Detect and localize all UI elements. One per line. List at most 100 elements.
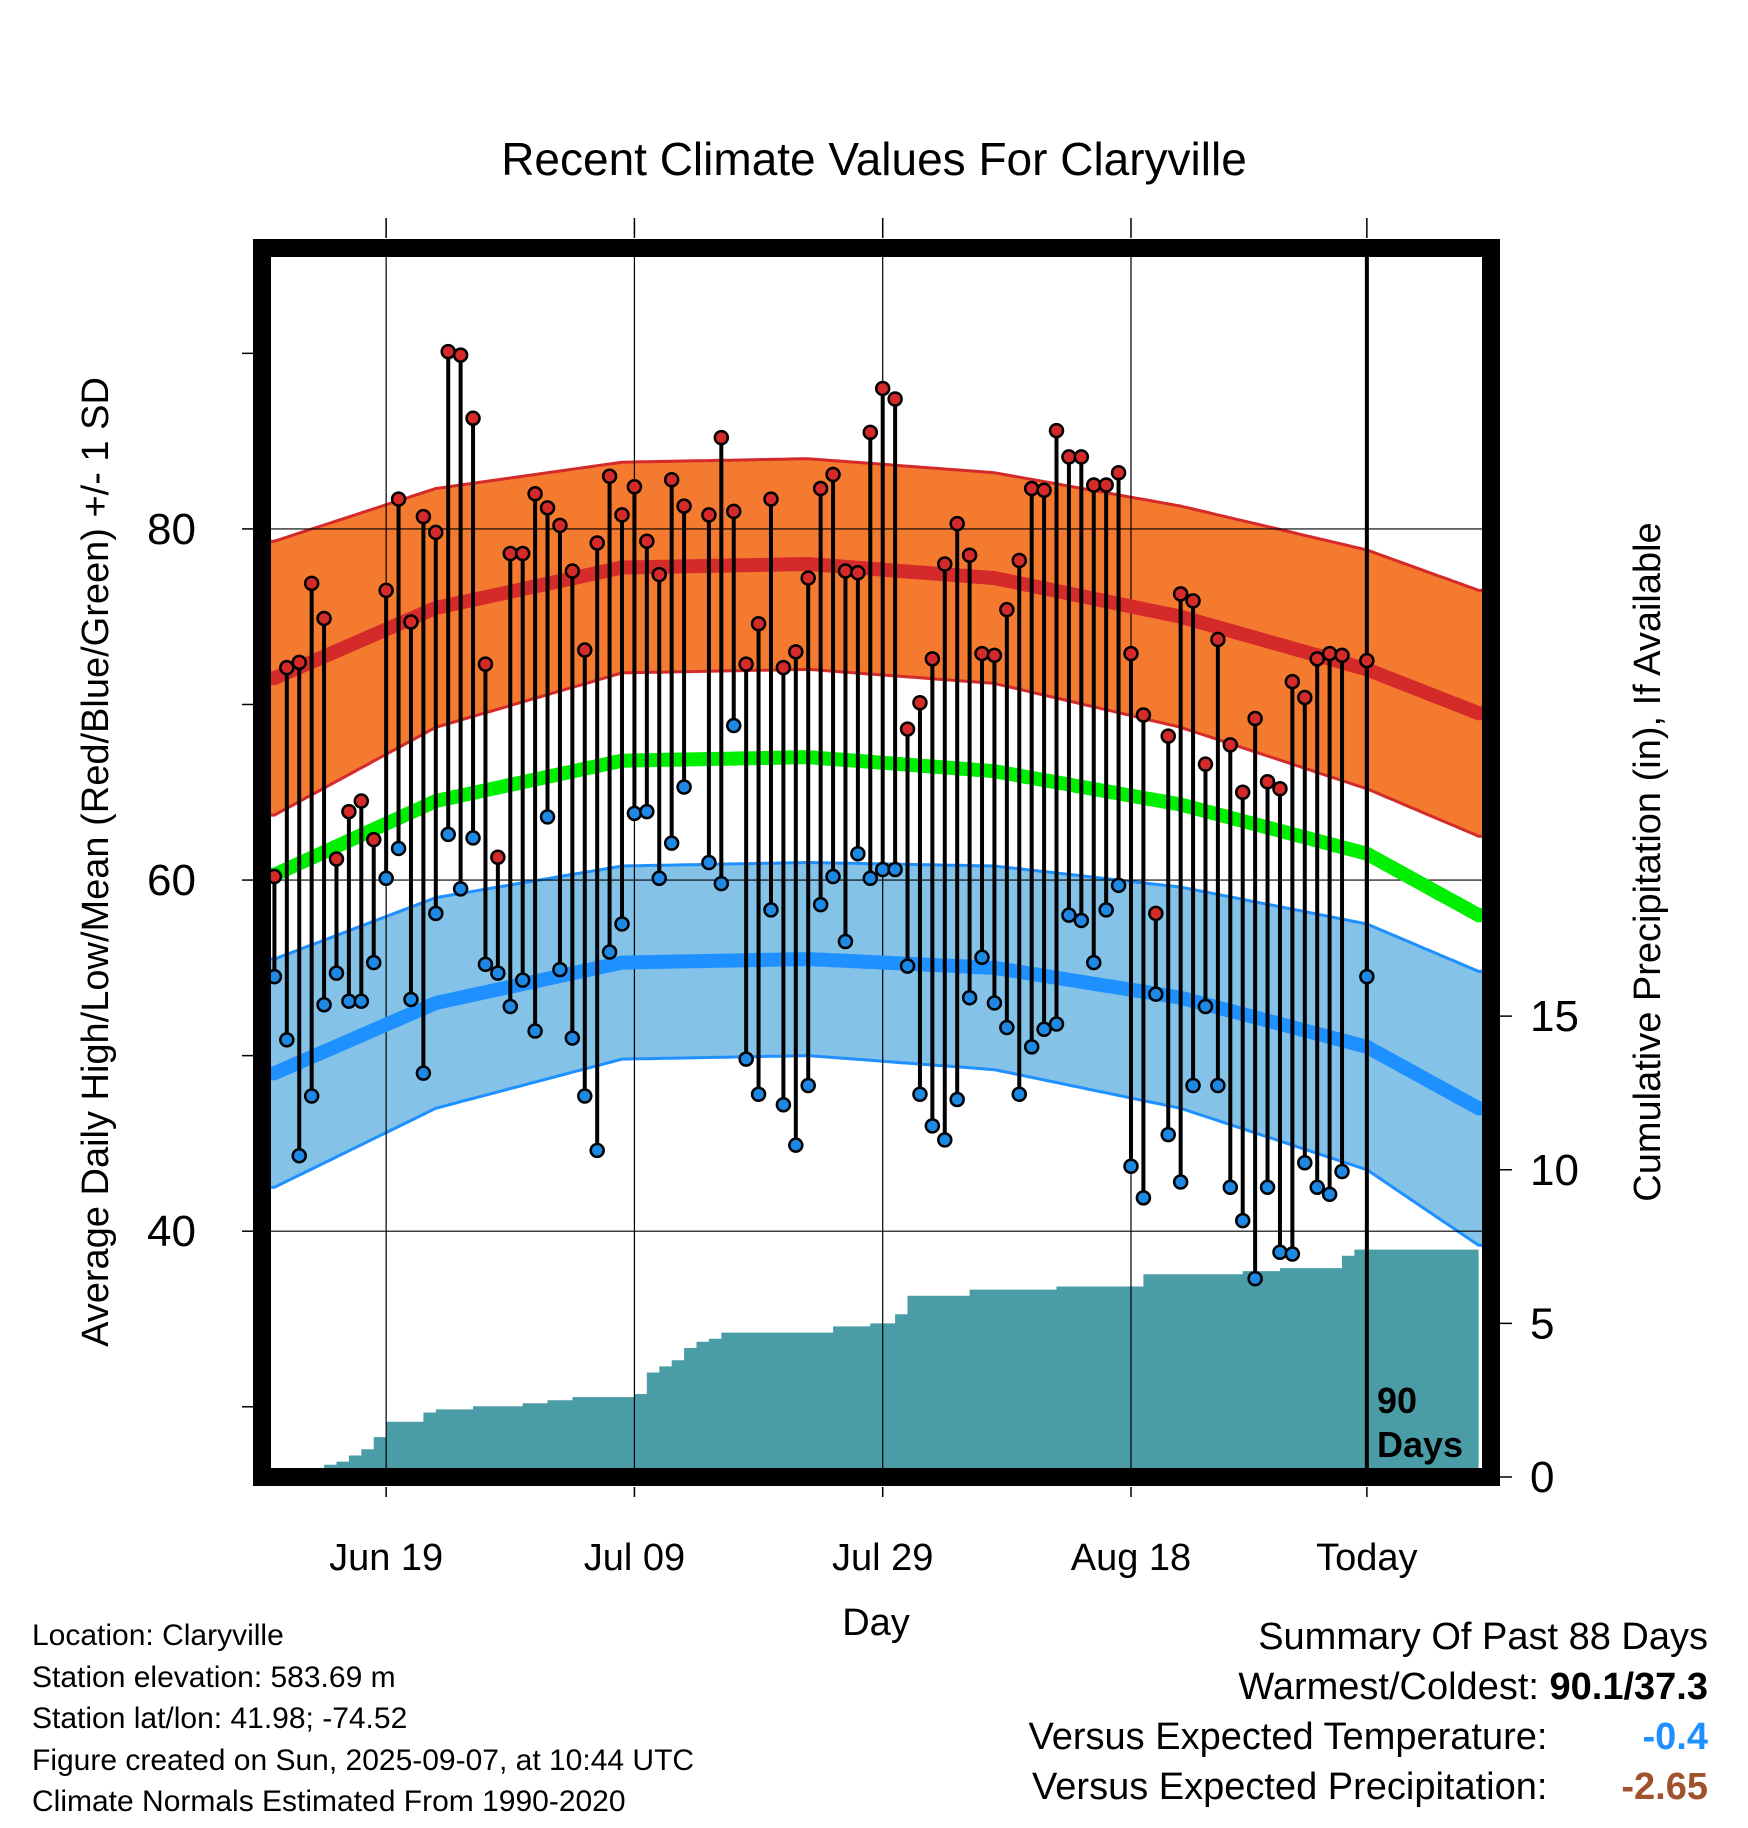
obs-low-point <box>428 905 444 922</box>
summary-warmest-coldest: Warmest/Coldest: 90.1/37.3 <box>1029 1662 1708 1712</box>
obs-low-point <box>1284 1246 1301 1262</box>
obs-high-point <box>490 849 506 865</box>
obs-low-point <box>440 826 456 843</box>
obs-high-point <box>1172 586 1189 602</box>
obs-high-point <box>1222 737 1239 753</box>
obs-low-point <box>1334 1163 1350 1180</box>
obs-low-point <box>1172 1174 1189 1190</box>
obs-low-point <box>713 875 730 892</box>
obs-high-point <box>1048 422 1065 439</box>
obs-low-point <box>279 1032 295 1048</box>
obs-high-point <box>577 642 593 658</box>
obs-high-point <box>328 851 345 867</box>
obs-high-point <box>1011 552 1028 569</box>
obs-high-point <box>415 508 432 525</box>
chart-title: Recent Climate Values For Claryville <box>501 133 1247 185</box>
obs-high-point <box>1321 645 1338 662</box>
warmest-coldest-label: Warmest/Coldest: <box>1238 1666 1539 1708</box>
obs-high-point <box>812 480 829 497</box>
x-tick-label: Jul 29 <box>832 1537 933 1579</box>
obs-low-point <box>651 870 668 887</box>
obs-low-point <box>937 1132 953 1148</box>
low-band-lower-edge <box>262 1054 1491 1247</box>
obs-high-point <box>291 654 307 671</box>
obs-high-point <box>986 647 1003 664</box>
obs-high-point <box>1309 651 1325 667</box>
obs-high-point <box>514 545 531 562</box>
summary-panel: Summary Of Past 88 Days Warmest/Coldest:… <box>1029 1612 1708 1812</box>
obs-high-point <box>974 645 990 662</box>
obs-high-point <box>1210 631 1226 648</box>
obs-low-point <box>1061 907 1077 923</box>
obs-high-point <box>1234 784 1251 801</box>
obs-low-point <box>601 944 618 960</box>
temp-deviation-value: -0.4 <box>1642 1716 1708 1758</box>
y2-axis-label: Cumulative Precipitation (in), If Availa… <box>1627 522 1669 1201</box>
obs-low-point <box>1098 902 1114 918</box>
obs-high-point <box>552 517 568 534</box>
x-tick-label: Jun 19 <box>329 1537 443 1579</box>
station-latlon: Station lat/lon: 41.98; -74.52 <box>32 1702 408 1735</box>
obs-low-point <box>1234 1212 1251 1229</box>
obs-low-point <box>1247 1270 1263 1287</box>
obs-low-point <box>825 868 841 885</box>
summary-title: Summary Of Past 88 Days <box>1258 1616 1708 1658</box>
obs-high-point <box>1061 449 1077 465</box>
obs-low-point <box>365 954 382 971</box>
obs-low-point <box>328 965 345 981</box>
obs-low-point <box>1259 1179 1276 1196</box>
obs-high-point <box>1185 593 1201 609</box>
summary-temp-deviation: Versus Expected Temperature: -0.4 <box>1029 1712 1708 1762</box>
obs-high-point <box>763 491 779 507</box>
obs-high-point <box>1085 477 1102 493</box>
obs-low-point <box>924 1118 941 1134</box>
obs-high-point <box>477 656 494 672</box>
obs-high-point <box>353 793 370 809</box>
station-elevation: Station elevation: 583.69 m <box>32 1660 396 1694</box>
obs-high-point <box>316 610 332 627</box>
obs-low-point <box>465 830 481 846</box>
obs-high-point <box>862 424 879 441</box>
obs-low-point <box>1297 1154 1313 1171</box>
obs-low-point <box>514 972 531 988</box>
obs-low-point <box>961 989 978 1006</box>
station-info: Location: Claryville Station elevation: … <box>32 1615 694 1823</box>
obs-low-point <box>390 840 407 857</box>
x-tick-label: Jul 09 <box>584 1537 685 1579</box>
y-tick-label: 60 <box>147 856 196 905</box>
obs-high-point <box>440 343 456 360</box>
obs-high-point <box>341 803 357 820</box>
obs-low-point <box>999 1019 1015 1036</box>
precip-deviation-value: -2.65 <box>1621 1766 1708 1808</box>
obs-low-point <box>837 933 854 950</box>
obs-high-point <box>725 503 742 520</box>
obs-low-point <box>986 995 1003 1011</box>
obs-low-point <box>775 1097 792 1113</box>
obs-high-point <box>626 479 643 495</box>
obs-high-point <box>1284 673 1301 690</box>
obs-high-point <box>601 468 618 484</box>
obs-high-point <box>639 533 655 549</box>
obs-high-point <box>800 570 816 586</box>
obs-low-point <box>763 902 779 918</box>
obs-high-point <box>1073 449 1090 465</box>
obs-low-point <box>1110 877 1127 894</box>
obs-high-point <box>1259 773 1276 790</box>
obs-high-point <box>1036 482 1052 499</box>
plot-frame <box>253 239 1500 1486</box>
obs-low-point <box>564 1030 581 1046</box>
day-window-label-line2: Days <box>1377 1424 1463 1465</box>
obs-low-point <box>862 870 879 887</box>
obs-high-point <box>465 410 481 427</box>
obs-high-point <box>1148 905 1164 922</box>
obs-high-point <box>924 651 941 667</box>
obs-low-point <box>403 991 419 1008</box>
obs-high-point <box>1160 728 1176 744</box>
obs-high-point <box>428 524 444 541</box>
precip-deviation-label: Versus Expected Precipitation: <box>1032 1766 1548 1808</box>
obs-low-point <box>1309 1179 1325 1196</box>
obs-low-point <box>527 1023 543 1039</box>
obs-high-point <box>713 429 730 446</box>
obs-high-point <box>1247 710 1263 727</box>
obs-high-point <box>887 391 903 407</box>
